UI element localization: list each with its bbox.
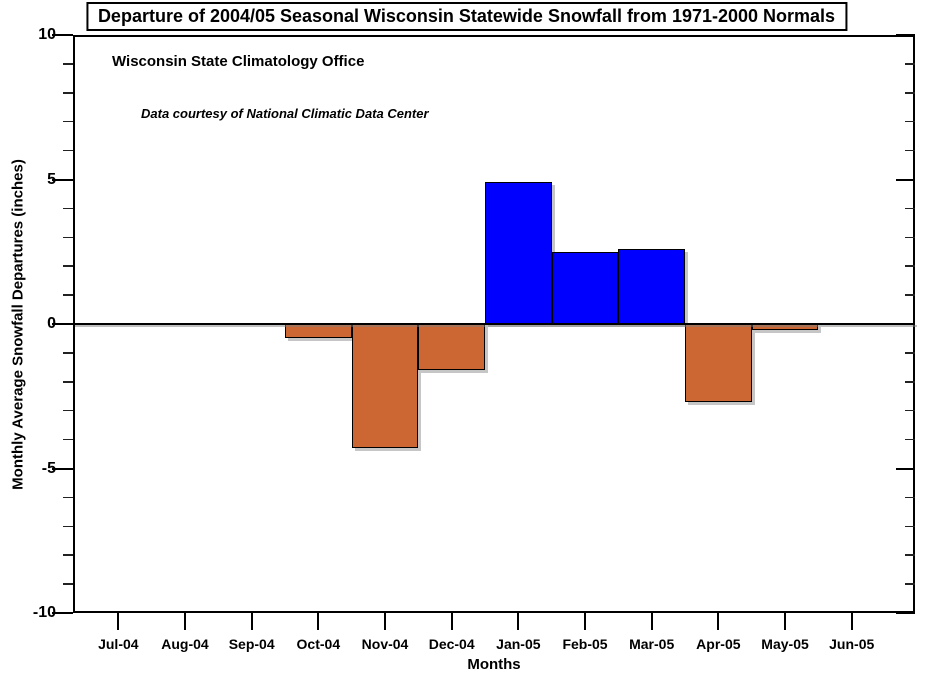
- zero-baseline: [73, 323, 915, 325]
- x-axis-tick: [850, 613, 853, 630]
- bar-oct-04: [285, 324, 352, 339]
- y-axis-minor-tick: [63, 236, 73, 239]
- y-axis-minor-tick: [63, 63, 73, 65]
- x-axis-tick-label: May-05: [761, 636, 809, 652]
- y-axis-minor-tick: [63, 525, 73, 528]
- x-axis-tick-label: Dec-04: [428, 636, 475, 652]
- y-axis-major-tick: [52, 467, 73, 470]
- annotation-data-courtesy: Data courtesy of National Climatic Data …: [141, 106, 429, 121]
- x-axis-tick-label: Mar-05: [629, 636, 675, 652]
- y-axis-right-major-tick: [896, 612, 915, 614]
- y-axis-major-tick: [52, 34, 73, 36]
- y-axis-right-major-tick: [896, 34, 915, 36]
- y-axis-tick-label: -10: [32, 604, 56, 621]
- x-axis-tick-label: Nov-04: [361, 636, 409, 652]
- y-axis-tick-label: 10: [38, 26, 56, 43]
- y-axis-right-minor-tick: [905, 438, 915, 441]
- y-axis-minor-tick: [63, 438, 73, 441]
- x-axis-tick-label: Jun-05: [829, 636, 875, 652]
- y-axis-right-minor-tick: [905, 554, 915, 556]
- y-axis-major-tick: [52, 612, 73, 614]
- x-axis-tick: [317, 613, 320, 630]
- x-axis-tick: [384, 613, 386, 630]
- y-axis-tick-label: 5: [47, 170, 56, 188]
- y-axis-right-minor-tick: [905, 149, 915, 152]
- x-axis-tick-label: Sep-04: [228, 636, 275, 652]
- bar-mar-05: [618, 248, 686, 324]
- y-axis-minor-tick: [63, 352, 73, 354]
- bar-jan-05: [485, 182, 552, 324]
- bar-feb-05: [551, 251, 619, 324]
- x-axis-tick: [184, 613, 186, 630]
- x-axis-tick: [650, 613, 653, 630]
- x-axis-tick-label: Jan-05: [496, 636, 541, 652]
- y-axis-minor-tick: [63, 207, 73, 210]
- y-axis-minor-tick: [63, 381, 73, 383]
- x-axis-tick: [717, 613, 720, 630]
- x-axis-title: Months: [467, 656, 521, 673]
- x-axis-tick: [517, 613, 520, 630]
- y-axis-right-major-tick: [896, 467, 915, 470]
- y-axis-right-minor-tick: [905, 525, 915, 528]
- y-axis-minor-tick: [63, 92, 73, 94]
- y-axis-right-minor-tick: [905, 294, 915, 296]
- y-axis-right-minor-tick: [905, 409, 915, 412]
- x-axis-tick-label: Aug-04: [161, 636, 209, 652]
- x-axis-tick: [117, 613, 120, 630]
- x-axis-tick-label: Oct-04: [296, 636, 341, 652]
- y-axis-minor-tick: [63, 496, 73, 499]
- y-axis-minor-tick: [63, 120, 73, 123]
- annotation-climatology-office: Wisconsin State Climatology Office: [112, 53, 365, 70]
- y-axis-right-minor-tick: [905, 583, 915, 585]
- x-axis-tick: [584, 613, 587, 630]
- x-axis-tick-label: Feb-05: [562, 636, 608, 652]
- x-axis-tick-label: Jul-04: [98, 636, 139, 652]
- y-axis-right-minor-tick: [905, 265, 915, 267]
- y-axis-right-minor-tick: [905, 92, 915, 94]
- x-axis-tick: [250, 613, 253, 630]
- y-axis-major-tick: [52, 178, 73, 181]
- y-axis-minor-tick: [63, 583, 73, 585]
- y-axis-tick-label: 0: [47, 315, 56, 332]
- y-axis-right-minor-tick: [905, 381, 915, 383]
- y-axis-right-major-tick: [896, 178, 915, 181]
- y-axis-right-minor-tick: [905, 63, 915, 65]
- bar-dec-04: [418, 324, 485, 371]
- x-axis-tick: [784, 613, 787, 630]
- y-axis-right-minor-tick: [905, 236, 915, 239]
- y-axis-minor-tick: [63, 149, 73, 152]
- y-axis-right-minor-tick: [905, 120, 915, 123]
- x-axis-tick: [450, 613, 453, 630]
- y-axis-minor-tick: [63, 554, 73, 556]
- bar-nov-04: [351, 324, 419, 449]
- y-axis-right-minor-tick: [905, 352, 915, 354]
- chart-title: Departure of 2004/05 Seasonal Wisconsin …: [85, 2, 848, 31]
- x-axis-tick-label: Apr-05: [696, 636, 741, 652]
- y-axis-major-tick: [52, 323, 73, 325]
- y-axis-tick-label: -5: [41, 459, 56, 477]
- bar-apr-05: [685, 324, 752, 403]
- y-axis-right-minor-tick: [905, 207, 915, 210]
- y-axis-minor-tick: [63, 294, 73, 296]
- y-axis-minor-tick: [63, 409, 73, 412]
- y-axis-minor-tick: [63, 265, 73, 267]
- y-axis-right-minor-tick: [905, 496, 915, 499]
